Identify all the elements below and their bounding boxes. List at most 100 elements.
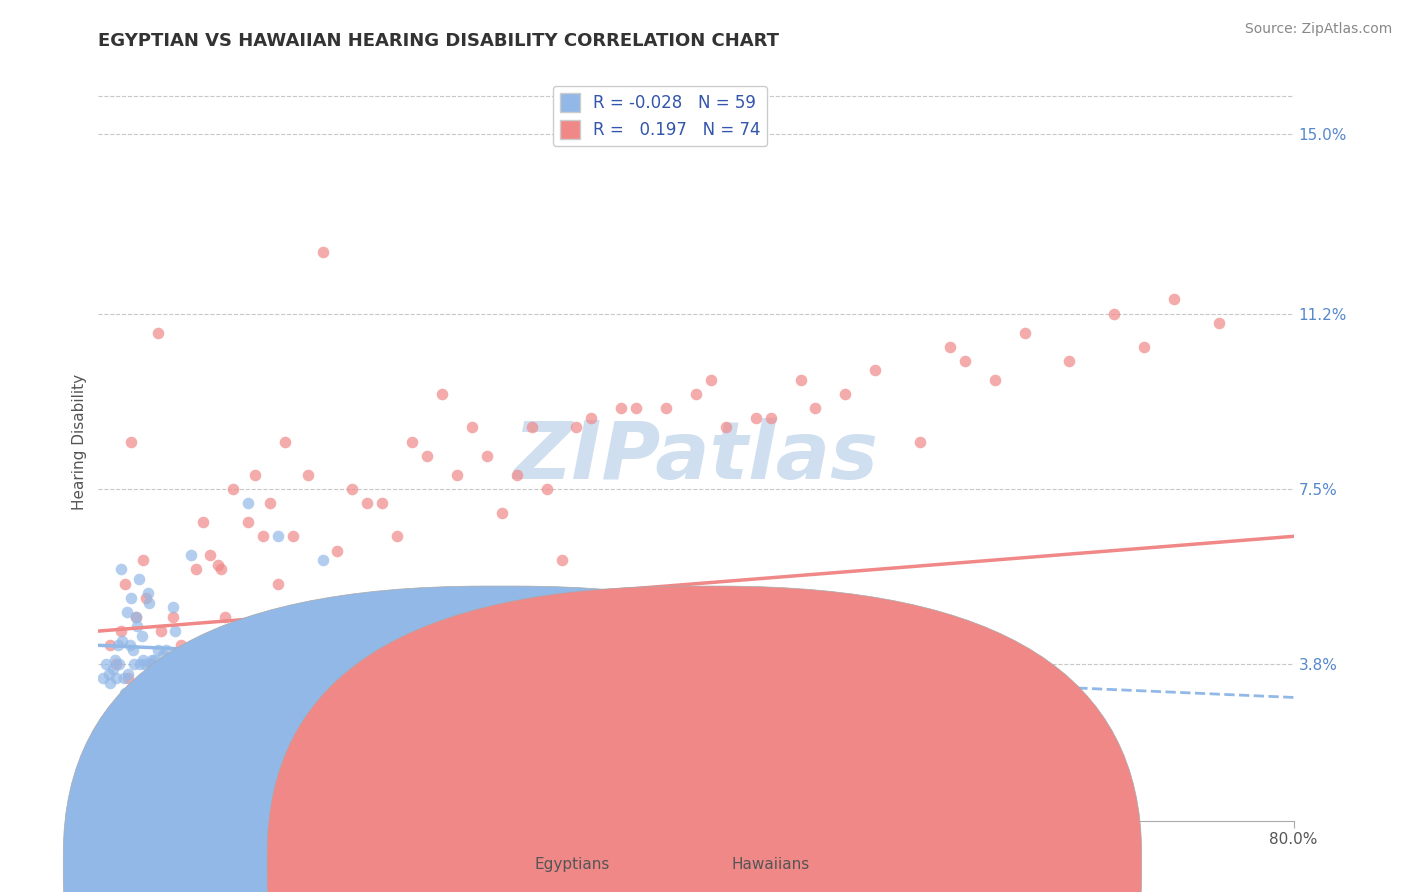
Point [118,638,141,652]
Point [103,662,125,676]
Point [252,529,274,543]
Point [311,553,333,567]
Point [104,652,127,666]
Point [112,672,135,686]
Point [209,562,232,576]
Point [834,387,856,401]
Point [110,562,132,576]
Point [132,553,155,567]
Point [281,529,304,543]
Point [536,482,558,496]
Point [655,686,678,700]
Point [200,548,222,563]
Point [207,558,229,572]
Point [169,676,191,690]
Point [127,619,149,633]
Point [128,572,150,586]
Point [685,666,707,681]
Point [105,657,128,672]
Point [581,672,603,686]
Point [97,666,120,681]
Point [626,401,648,416]
Text: Egyptians: Egyptians [534,857,610,872]
Point [120,434,142,449]
Point [1104,307,1126,321]
Point [236,515,259,529]
Point [91,672,114,686]
Point [789,373,811,387]
Point [155,643,177,657]
Point [98,676,122,690]
Point [222,482,245,496]
Point [416,449,439,463]
Point [110,624,132,639]
Text: ZIPatlas: ZIPatlas [513,417,879,496]
Point [155,672,177,686]
Point [520,420,543,434]
Point [135,591,157,605]
Point [184,562,207,576]
Point [105,672,128,686]
Point [165,648,187,662]
Point [166,666,188,681]
Point [984,373,1007,387]
Point [114,576,136,591]
FancyBboxPatch shape [63,586,938,892]
Point [214,657,236,672]
Point [108,657,131,672]
Point [131,629,153,643]
Point [121,643,143,657]
Point [1208,316,1230,330]
Point [177,686,200,700]
Point [342,482,364,496]
Point [1014,326,1036,340]
Text: EGYPTIAN VS HAWAIIAN HEARING DISABILITY CORRELATION CHART: EGYPTIAN VS HAWAIIAN HEARING DISABILITY … [98,32,779,50]
Point [141,652,163,666]
Point [401,434,423,449]
Point [162,610,184,624]
Point [142,652,165,666]
Point [107,638,129,652]
Point [804,401,827,416]
Point [371,496,394,510]
Point [98,638,122,652]
Text: Hawaiians: Hawaiians [731,857,810,872]
Point [908,434,931,449]
Point [139,657,162,672]
Point [143,672,166,686]
Point [120,591,142,605]
Point [139,657,162,672]
Point [177,681,200,695]
Point [150,624,173,639]
Point [491,506,513,520]
Text: Source: ZipAtlas.com: Source: ZipAtlas.com [1244,22,1392,37]
Point [865,363,887,377]
Point [134,657,156,672]
Point [129,657,152,672]
Point [214,610,236,624]
Point [145,662,167,676]
Point [124,657,146,672]
Point [446,467,468,482]
Point [138,596,160,610]
Point [326,543,349,558]
Point [143,666,166,681]
Point [172,662,194,676]
Point [150,686,173,700]
Point [700,373,723,387]
Point [267,576,290,591]
Point [149,681,172,695]
Point [159,690,181,705]
Point [475,449,498,463]
FancyBboxPatch shape [267,586,1142,892]
Point [125,610,148,624]
Point [1163,293,1185,307]
Point [953,354,976,368]
Point [1133,340,1156,354]
Y-axis label: Hearing Disability: Hearing Disability [72,374,87,509]
Point [1059,354,1081,368]
Point [169,638,191,652]
Point [174,672,197,686]
Point [581,410,603,425]
Point [385,529,409,543]
